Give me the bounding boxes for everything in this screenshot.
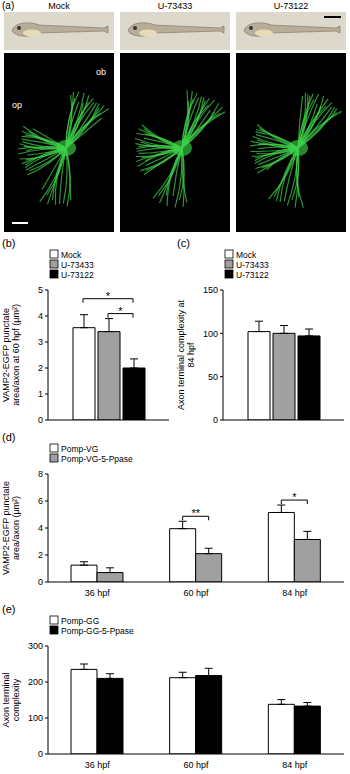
svg-text:36 hpf: 36 hpf [85, 760, 111, 770]
svg-text:U-73433: U-73433 [236, 260, 269, 270]
svg-text:op: op [12, 100, 22, 110]
svg-text:100: 100 [203, 329, 218, 339]
svg-text:60 hpf: 60 hpf [183, 588, 209, 598]
svg-text:4: 4 [38, 311, 43, 321]
svg-text:Pomp-VG: Pomp-VG [61, 444, 98, 454]
svg-text:0: 0 [213, 415, 218, 425]
svg-text:60 hpf: 60 hpf [183, 760, 209, 770]
svg-text:200: 200 [28, 677, 43, 687]
svg-text:ob: ob [96, 67, 106, 77]
svg-text:area/axon (μm²): area/axon (μm²) [11, 496, 21, 560]
svg-text:8: 8 [38, 469, 43, 479]
svg-text:36 hpf: 36 hpf [85, 588, 111, 598]
svg-text:(a): (a) [2, 0, 14, 11]
svg-text:150: 150 [203, 285, 218, 295]
svg-text:84 hpf: 84 hpf [282, 760, 308, 770]
svg-text:50: 50 [208, 372, 218, 382]
svg-text:Axon terminal complexity at: Axon terminal complexity at [176, 299, 186, 410]
svg-text:2: 2 [38, 550, 43, 560]
svg-text:U-73433: U-73433 [158, 1, 193, 11]
svg-text:(e): (e) [2, 603, 15, 615]
svg-text:Pomp-VG-5-Ppase: Pomp-VG-5-Ppase [61, 454, 133, 464]
svg-text:1: 1 [38, 389, 43, 399]
svg-text:84 hpf: 84 hpf [282, 588, 308, 598]
svg-text:*: * [106, 290, 111, 302]
svg-text:*: * [292, 491, 297, 503]
svg-text:6: 6 [38, 496, 43, 506]
svg-text:Pomp-GG-5-Ppase: Pomp-GG-5-Ppase [61, 626, 134, 636]
svg-text:Mock: Mock [61, 250, 82, 260]
svg-text:2: 2 [38, 363, 43, 373]
svg-text:*: * [118, 305, 123, 317]
svg-text:Mock: Mock [48, 1, 70, 11]
svg-text:VAMP2-EGFP punctate: VAMP2-EGFP punctate [1, 308, 11, 402]
svg-text:U-73122: U-73122 [61, 270, 94, 280]
svg-text:5: 5 [38, 285, 43, 295]
svg-text:area/axon at 60 hpf (μm²): area/axon at 60 hpf (μm²) [11, 304, 21, 406]
svg-text:100: 100 [28, 713, 43, 723]
svg-text:4: 4 [38, 523, 43, 533]
svg-text:3: 3 [38, 337, 43, 347]
svg-text:**: ** [191, 507, 200, 519]
svg-text:Mock: Mock [236, 250, 257, 260]
svg-text:Axon terminal: Axon terminal [1, 672, 11, 727]
svg-text:Pomp-GG: Pomp-GG [61, 616, 99, 626]
svg-text:0: 0 [38, 577, 43, 587]
svg-text:VAMP2-EGFP punctate: VAMP2-EGFP punctate [1, 481, 11, 575]
svg-text:0: 0 [38, 749, 43, 759]
svg-text:U-73433: U-73433 [61, 260, 94, 270]
svg-text:(d): (d) [2, 431, 15, 443]
svg-text:complexity: complexity [11, 678, 21, 721]
svg-text:0: 0 [38, 415, 43, 425]
svg-text:(c): (c) [177, 237, 190, 249]
svg-text:300: 300 [28, 641, 43, 651]
svg-text:U-73122: U-73122 [236, 270, 269, 280]
svg-text:84 hpf: 84 hpf [186, 342, 196, 368]
svg-text:(b): (b) [2, 237, 15, 249]
svg-text:U-73122: U-73122 [274, 1, 309, 11]
